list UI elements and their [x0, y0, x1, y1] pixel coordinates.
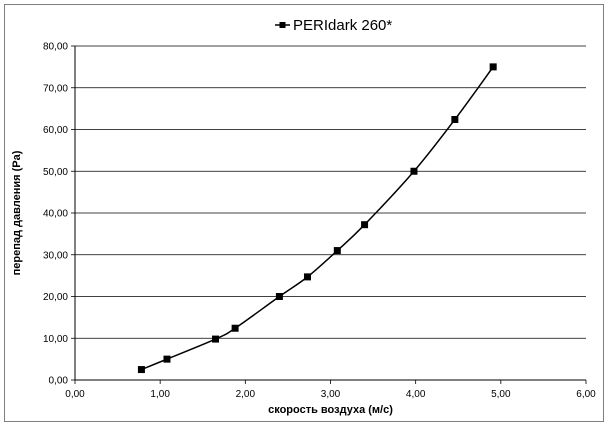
y-tick-label: 70,00 — [43, 83, 68, 94]
series-line — [141, 66, 494, 371]
y-tick-label: 80,00 — [43, 42, 68, 53]
data-point-marker — [410, 167, 418, 175]
data-point-marker — [163, 355, 171, 363]
y-tick-label: 60,00 — [43, 125, 68, 136]
y-axis-tick-labels: 0,00 10,00 20,00 30,00 40,00 50,00 60,00 70,00 8… — [43, 42, 68, 387]
y-tick-label: 20,00 — [43, 292, 68, 303]
y-tick-label: 0,00 — [49, 376, 69, 387]
x-tick-label: 0,00 — [65, 389, 85, 400]
axes — [71, 45, 587, 384]
legend-marker-swatch — [279, 22, 286, 28]
x-axis-title: скорость воздуха (м/с) — [268, 404, 393, 416]
data-point-marker — [231, 324, 239, 332]
data-point-marker — [137, 366, 145, 374]
x-axis-tick-labels: 0,00 1,00 2,00 3,00 4,00 5,00 6,00 — [65, 389, 596, 400]
y-tick-label: 10,00 — [43, 334, 68, 345]
x-tick-label: 2,00 — [236, 389, 256, 400]
data-point-marker — [212, 335, 220, 343]
x-tick-label: 1,00 — [150, 389, 170, 400]
y-axis-title: перепад давления (Pa) — [11, 150, 23, 275]
data-point-marker — [275, 293, 283, 300]
x-tick-label: 4,00 — [406, 389, 426, 400]
x-tick-label: 5,00 — [491, 389, 511, 400]
series-lines — [141, 66, 494, 371]
x-tick-label: 3,00 — [321, 389, 341, 400]
y-tick-label: 30,00 — [43, 250, 68, 261]
gridlines — [75, 45, 586, 339]
data-point-marker — [451, 115, 459, 123]
legend-series-label: PERIdark 260* — [293, 17, 392, 34]
data-point-marker — [489, 63, 497, 71]
series-markers — [137, 63, 497, 374]
data-point-marker — [333, 247, 341, 255]
x-tick-label: 6,00 — [576, 389, 596, 400]
y-tick-label: 40,00 — [43, 209, 68, 220]
y-tick-label: 50,00 — [43, 167, 68, 178]
data-point-marker — [361, 221, 369, 229]
data-point-marker — [304, 273, 312, 281]
legend: PERIdark 260* — [275, 17, 392, 34]
